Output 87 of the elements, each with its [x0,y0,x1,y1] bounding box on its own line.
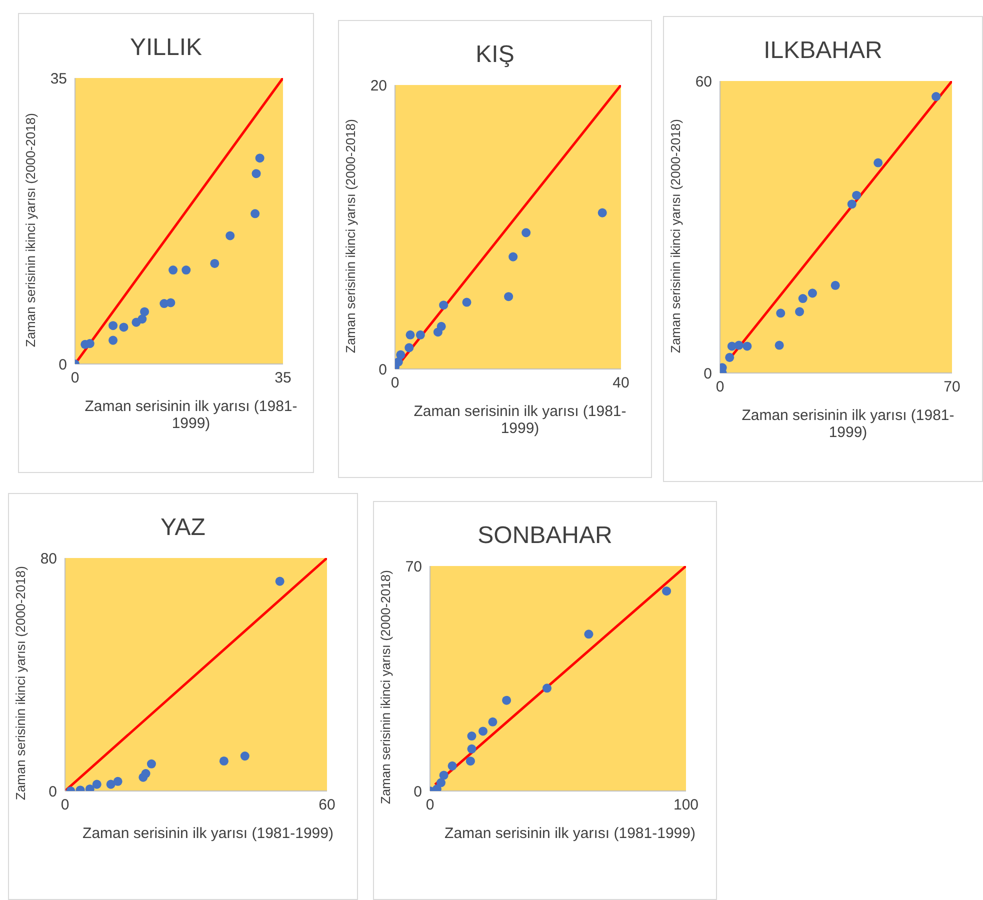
point [462,298,472,307]
point [795,307,804,316]
x-axis-title: Zaman serisinin ilk yarısı (1981-1999) [444,825,696,842]
point [138,314,147,324]
point [182,266,191,275]
x-tick-label: 60 [318,796,336,814]
y-tick-label: 35 [50,70,67,88]
x-tick-label: 0 [390,374,400,392]
point [847,200,856,209]
point [436,778,446,788]
point [416,330,425,340]
x-tick-label: 0 [426,796,434,814]
point [92,780,102,789]
point [396,350,406,360]
x-tick-label: 40 [612,374,630,392]
point [584,630,594,639]
point [404,343,414,352]
point [852,190,862,200]
point [210,258,220,268]
point [798,294,808,304]
y-tick-label: 80 [40,550,57,568]
x-axis-title: Zaman serisinin ilk yarısı (1981-1999) [84,398,298,432]
point [255,154,264,163]
point [168,266,178,275]
point [275,576,284,586]
point [742,342,752,351]
x-tick-label: 0 [716,378,724,396]
point [478,726,488,736]
point [406,330,415,340]
chart-title: YAZ [160,514,206,543]
y-axis-title: Zaman serisinin ikinci yarısı (2000-2018) [342,118,358,354]
y-tick-label: 0 [48,783,57,800]
point [522,228,531,238]
chart-title: SONBAHAR [476,522,614,551]
point [734,340,744,350]
point [252,169,261,178]
point [106,780,116,789]
point [466,756,475,766]
x-tick-label: 70 [944,378,960,396]
point [108,336,118,345]
x-tick-label: 35 [274,370,292,387]
point [166,298,176,308]
chart-title: YILLIK [128,34,204,63]
point [141,769,150,778]
x-axis-title: Zaman serisinin ilk yarısı (1981-1999) [82,825,334,842]
point [504,292,514,302]
point [662,586,672,596]
y-tick-label: 0 [58,356,67,374]
point [146,759,156,768]
point [725,352,734,362]
point [448,761,457,770]
point [439,300,448,310]
point [240,752,250,761]
y-axis-title: Zaman serisinin ikinci yarısı (2000-2018) [668,118,682,354]
point [598,208,607,218]
chart-title: ILKBAHAR [762,37,884,66]
x-tick-label: 100 [673,796,699,814]
point [439,770,448,780]
point [250,209,260,218]
point [108,321,118,330]
x-axis-title: Zaman serisinin ilk yarısı (1981-1999) [740,407,956,441]
x-tick-label: 0 [70,370,80,387]
y-axis-title: Zaman serisinin ikinci yarısı (2000-2018) [378,570,392,805]
point [774,340,784,350]
point [488,717,498,726]
point [776,308,786,318]
point [219,756,228,766]
point [467,744,476,754]
y-axis-title: Zaman serisinin ikinci yarısı (2000-2018) [12,566,28,801]
point [932,92,941,102]
point [508,252,518,262]
y-axis-title: Zaman serisinin ikinci yarısı (2000-2018) [22,112,38,348]
point [140,307,150,316]
chart-title: KIŞ [474,41,516,70]
point [395,357,403,366]
point [502,696,512,705]
point [226,231,235,240]
point [542,684,552,693]
x-axis-title: Zaman serisinin ilk yarısı (1981-1999) [412,403,628,437]
y-tick-label: 20 [370,77,387,94]
point [436,322,446,331]
point [808,288,817,298]
point [113,776,122,786]
point [467,732,476,741]
point [119,322,128,332]
point [830,280,840,290]
point [874,158,883,168]
